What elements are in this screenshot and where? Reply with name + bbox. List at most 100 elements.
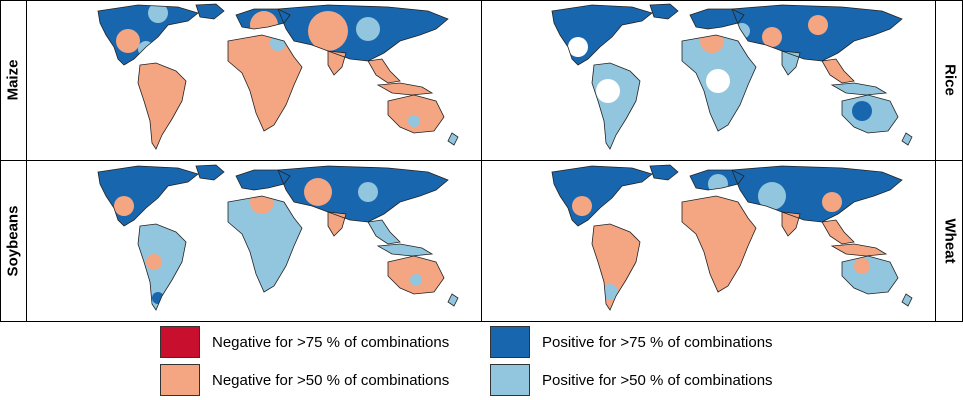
- coastline-india: [327, 50, 347, 76]
- effect-region: [852, 101, 872, 121]
- land-indonesia: [378, 244, 432, 256]
- land-northAmerica: [98, 5, 198, 65]
- panel-divider-horizontal: [0, 160, 963, 161]
- strip-label-maize: Maize: [4, 59, 22, 101]
- strip-soybeans: Soybeans: [0, 161, 27, 321]
- coastline-nz: [901, 132, 913, 146]
- coastline-asia: [277, 165, 449, 223]
- map-panel-maize: [28, 1, 480, 159]
- legend-label-neg75: Negative for >75 % of combinations: [212, 333, 450, 351]
- coastline-asia: [731, 4, 903, 62]
- land-europe: [236, 170, 290, 190]
- land-seAsia: [822, 59, 854, 83]
- land-asia: [732, 166, 902, 222]
- effect-region: [572, 196, 592, 216]
- effect-region: [138, 41, 154, 57]
- map-panel-rice: [482, 1, 934, 159]
- land-india: [782, 212, 800, 236]
- coastline-asia: [731, 165, 903, 223]
- strip-label-wheat: Wheat: [941, 218, 958, 264]
- land-greenland: [196, 4, 224, 19]
- land-seAsia: [368, 220, 400, 244]
- legend-label-neg50: Negative for >50 % of combinations: [212, 371, 450, 389]
- effect-region: [762, 27, 782, 47]
- coastline-greenland: [649, 164, 679, 181]
- coastline-india: [327, 211, 347, 237]
- coastline-southAmerica: [591, 223, 641, 311]
- coastline-greenland: [195, 3, 225, 20]
- legend-item-pos75: Positive for >75 % of combinations: [490, 326, 773, 358]
- effect-region: [356, 17, 380, 41]
- coastline-india: [781, 211, 801, 237]
- land-india: [782, 51, 800, 75]
- legend-swatch-pos75: [490, 326, 530, 358]
- effect-region: [734, 23, 750, 39]
- land-nz: [448, 133, 458, 145]
- effect-region: [152, 292, 164, 304]
- effect-region: [116, 29, 140, 53]
- effect-region: [148, 4, 168, 23]
- effect-region: [602, 284, 618, 300]
- effect-region: [854, 258, 870, 274]
- land-southAmerica: [138, 63, 186, 149]
- map-panel-soybeans: [28, 162, 480, 320]
- coastline-indonesia: [376, 82, 434, 96]
- coastline-seAsia: [821, 58, 855, 84]
- land-africa: [228, 35, 302, 131]
- effect-region: [408, 115, 420, 127]
- world-map-soybeans: [97, 164, 459, 311]
- effect-region: [304, 178, 332, 206]
- coastline-australia: [387, 255, 445, 295]
- land-indonesia: [832, 244, 886, 256]
- coastline-nz: [447, 132, 459, 146]
- land-seAsia: [368, 59, 400, 83]
- land-nz: [448, 294, 458, 306]
- legend-item-pos50: Positive for >50 % of combinations: [490, 364, 773, 396]
- effect-region: [114, 196, 134, 216]
- land-northAmerica: [552, 5, 652, 65]
- coastline-australia: [841, 255, 899, 295]
- legend-item-neg50: Negative for >50 % of combinations: [160, 364, 449, 396]
- land-europe: [690, 9, 744, 29]
- land-indonesia: [378, 83, 432, 95]
- land-greenland: [650, 165, 678, 180]
- strip-label-rice: Rice: [941, 64, 958, 96]
- strip-wheat: Wheat: [935, 161, 963, 321]
- coastline-northAmerica: [97, 4, 199, 66]
- land-greenland: [650, 4, 678, 19]
- world-map-wheat: [551, 164, 913, 311]
- strip-rice: Rice: [935, 0, 963, 160]
- coastline-indonesia: [830, 243, 888, 257]
- coastline-northAmerica: [551, 165, 653, 227]
- coastline-nz: [901, 293, 913, 307]
- effect-region: [568, 37, 588, 57]
- land-seAsia: [822, 220, 854, 244]
- coastline-southAmerica: [591, 62, 641, 150]
- coastline-southAmerica: [137, 223, 187, 311]
- map-panel-wheat: [482, 162, 934, 320]
- effect-region: [358, 182, 378, 202]
- effect-region: [250, 11, 278, 39]
- coastline-africa: [227, 195, 303, 293]
- effect-region: [270, 35, 286, 51]
- effect-region: [146, 254, 162, 270]
- coastline-northAmerica: [97, 165, 199, 227]
- legend-swatch-neg50: [160, 364, 200, 396]
- land-india: [328, 51, 346, 75]
- land-northAmerica: [98, 166, 198, 226]
- coastline-seAsia: [821, 219, 855, 245]
- effect-region: [808, 15, 828, 35]
- effect-region: [596, 79, 620, 103]
- effect-region: [308, 11, 348, 51]
- effect-region: [410, 274, 422, 286]
- coastline-greenland: [649, 3, 679, 20]
- land-southAmerica: [138, 224, 186, 310]
- land-australia: [388, 95, 444, 133]
- panel-divider-vertical: [481, 0, 482, 322]
- coastline-seAsia: [367, 219, 401, 245]
- land-greenland: [196, 165, 224, 180]
- land-northAmerica: [552, 166, 652, 226]
- effect-region: [706, 69, 730, 93]
- world-map-rice: [551, 3, 913, 150]
- effect-region: [258, 242, 278, 262]
